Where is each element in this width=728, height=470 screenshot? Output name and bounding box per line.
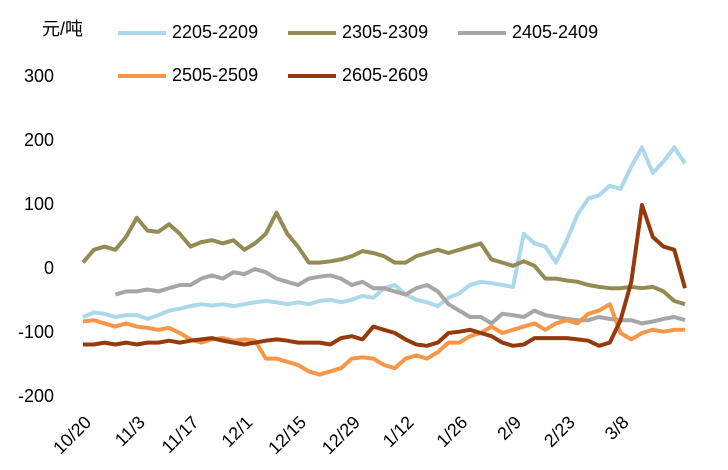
y-tick-label: 0 [44,258,54,278]
series-line [83,203,687,348]
x-tick-label: 11/17 [158,412,203,457]
y-tick-label: 200 [24,130,54,150]
series-line [114,267,686,326]
x-tick-label: 3/8 [601,412,633,444]
legend-label: 2405-2409 [512,22,598,42]
x-tick-label: 1/12 [379,412,418,451]
y-tick-label: 300 [24,66,54,86]
x-tick-label: 1/26 [433,412,472,451]
legend-label: 2605-2609 [342,65,428,85]
x-tick-label: 10/20 [49,412,95,458]
x-tick-label: 2/23 [540,412,579,451]
y-tick-label: -200 [18,386,54,406]
x-tick-label: 2/9 [493,412,525,444]
legend-label: 2305-2309 [342,22,428,42]
y-unit-label: 元/吨 [42,19,83,39]
x-tick-label: 12/29 [318,412,364,458]
x-tick-label: 12/15 [264,412,310,458]
x-tick-label: 11/3 [111,412,149,450]
series-line [81,210,686,307]
legend-label: 2205-2209 [172,22,258,42]
y-tick-label: 100 [24,194,54,214]
series-line [82,302,685,377]
x-tick-label: 12/1 [218,412,257,451]
series-line [82,145,687,321]
legend-label: 2505-2509 [172,65,258,85]
y-tick-label: -100 [18,322,54,342]
